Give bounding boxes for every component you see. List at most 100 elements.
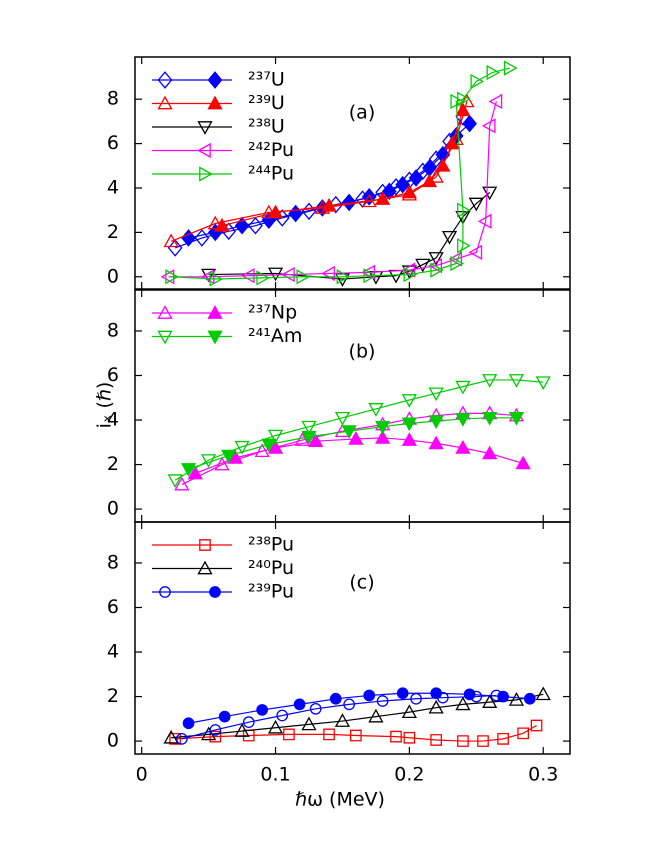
- marker: [410, 693, 422, 705]
- marker: [530, 719, 543, 732]
- legend-marker: [207, 95, 223, 110]
- marker: [455, 696, 471, 711]
- marker: [401, 417, 417, 432]
- marker: [261, 438, 277, 453]
- marker: [187, 465, 203, 480]
- y-tick-label: 0: [107, 498, 119, 520]
- y-tick-label: 8: [107, 319, 119, 341]
- marker: [408, 169, 424, 187]
- marker: [430, 687, 443, 699]
- marker: [341, 425, 357, 439]
- marker: [468, 197, 484, 212]
- marker: [401, 184, 417, 199]
- marker: [515, 455, 531, 470]
- panel-label: (a): [349, 102, 375, 124]
- marker: [375, 191, 391, 205]
- marker: [497, 690, 509, 703]
- marker: [430, 262, 444, 278]
- marker: [390, 730, 402, 743]
- marker: [468, 244, 483, 260]
- legend-marker: [199, 539, 211, 551]
- marker: [368, 403, 384, 417]
- y-tick-label: 2: [107, 685, 119, 707]
- y-tick-label: 4: [107, 641, 119, 663]
- legend-marker: [159, 586, 171, 598]
- marker: [457, 91, 471, 107]
- series-line: [181, 694, 497, 740]
- marker: [448, 251, 463, 267]
- marker: [401, 394, 417, 408]
- marker: [428, 415, 444, 429]
- marker: [234, 216, 250, 235]
- marker: [163, 233, 179, 248]
- marker: [334, 411, 351, 426]
- marker: [363, 689, 376, 702]
- marker: [175, 733, 188, 745]
- plot-frame: [134, 56, 571, 290]
- legend-label: ²⁴⁰Pu: [248, 557, 294, 579]
- marker: [482, 411, 498, 426]
- marker: [174, 476, 190, 491]
- series-line: [171, 67, 510, 280]
- legend-label: ²⁴¹Am: [248, 325, 302, 347]
- x-axis-label: ℏω (MeV): [295, 789, 385, 811]
- y-tick-label: 8: [107, 88, 119, 110]
- y-tick-label: 4: [107, 409, 119, 431]
- series-line: [168, 101, 497, 278]
- marker: [329, 693, 342, 705]
- marker: [375, 420, 391, 435]
- marker: [428, 387, 444, 402]
- marker: [444, 135, 460, 150]
- marker: [481, 118, 496, 134]
- marker: [242, 716, 255, 728]
- marker: [288, 204, 303, 223]
- marker: [256, 704, 269, 716]
- marker: [503, 60, 518, 76]
- marker: [459, 93, 475, 108]
- marker: [209, 724, 222, 736]
- marker: [441, 230, 458, 245]
- marker: [343, 698, 356, 711]
- marker: [209, 271, 224, 287]
- marker: [535, 376, 551, 391]
- marker: [165, 269, 179, 285]
- plot-frame: [134, 289, 571, 523]
- marker: [428, 252, 444, 266]
- marker: [455, 413, 471, 427]
- marker: [497, 733, 509, 745]
- marker: [368, 708, 384, 723]
- y-tick-label: 2: [107, 453, 119, 475]
- marker: [428, 435, 444, 450]
- marker: [482, 374, 498, 388]
- y-tick-label: 6: [107, 596, 119, 618]
- marker: [428, 169, 444, 183]
- marker: [240, 268, 255, 284]
- marker: [486, 64, 501, 81]
- marker: [415, 258, 431, 273]
- legend-marker: [197, 121, 213, 135]
- marker: [401, 262, 416, 278]
- legend-label: ²⁴²Pu: [248, 139, 294, 161]
- legend-label: ²³⁷U: [248, 69, 285, 91]
- legend-label: ²³⁸U: [248, 116, 285, 138]
- marker: [180, 463, 197, 477]
- marker: [221, 449, 237, 464]
- marker: [508, 411, 525, 426]
- marker: [309, 703, 322, 715]
- y-axis-label: iₓ (ℏ): [94, 382, 116, 429]
- legend-label: ²³⁹Pu: [248, 581, 294, 603]
- marker: [482, 694, 498, 708]
- marker: [455, 380, 471, 395]
- marker: [401, 432, 417, 446]
- y-tick-label: 0: [107, 730, 119, 752]
- marker: [363, 268, 378, 284]
- marker: [403, 731, 416, 744]
- marker: [181, 229, 196, 247]
- marker: [256, 270, 270, 286]
- legend-label: ²⁴⁴Pu: [248, 163, 294, 185]
- marker: [267, 719, 284, 734]
- marker: [482, 445, 498, 460]
- marker: [301, 716, 317, 731]
- marker: [430, 734, 443, 746]
